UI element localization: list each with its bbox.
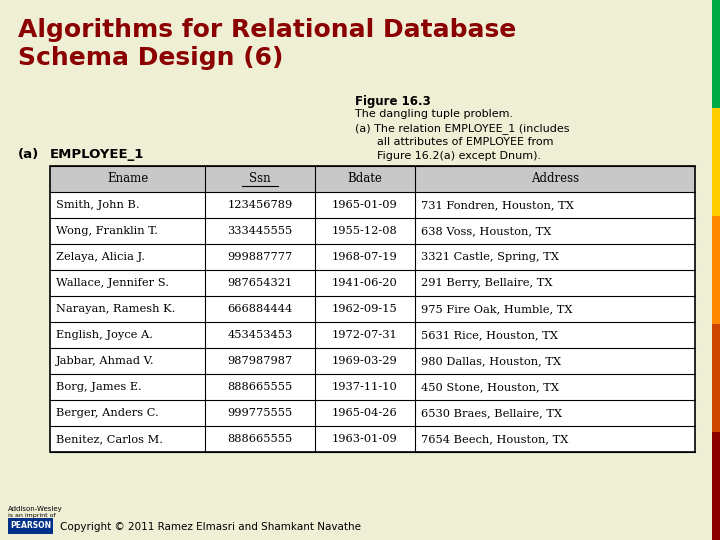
Text: Ename: Ename: [107, 172, 148, 186]
Bar: [50, 374, 695, 400]
Bar: [50, 192, 695, 218]
Text: 1969-03-29: 1969-03-29: [332, 356, 398, 366]
Text: 999887777: 999887777: [228, 252, 292, 262]
Text: Figure 16.3: Figure 16.3: [355, 95, 431, 108]
Text: 1941-06-20: 1941-06-20: [332, 278, 398, 288]
Bar: [50, 166, 695, 452]
Bar: [50, 244, 695, 270]
Text: 1968-07-19: 1968-07-19: [332, 252, 398, 262]
Text: 1963-01-09: 1963-01-09: [332, 434, 398, 444]
Text: 6530 Braes, Bellaire, TX: 6530 Braes, Bellaire, TX: [421, 408, 562, 418]
Text: 450 Stone, Houston, TX: 450 Stone, Houston, TX: [421, 382, 559, 392]
Bar: [712, 216, 720, 324]
Text: Wallace, Jennifer S.: Wallace, Jennifer S.: [56, 278, 169, 288]
Text: 999775555: 999775555: [228, 408, 292, 418]
Text: 1937-11-10: 1937-11-10: [332, 382, 398, 392]
Text: 975 Fire Oak, Humble, TX: 975 Fire Oak, Humble, TX: [421, 304, 572, 314]
Bar: [712, 324, 720, 432]
Text: 1972-07-31: 1972-07-31: [332, 330, 398, 340]
Bar: [50, 400, 695, 426]
Text: Smith, John B.: Smith, John B.: [56, 200, 140, 210]
Text: 1965-04-26: 1965-04-26: [332, 408, 398, 418]
Text: Addison-Wesley: Addison-Wesley: [8, 506, 63, 512]
Text: 1965-01-09: 1965-01-09: [332, 200, 398, 210]
Bar: [8, 518, 53, 534]
Text: 638 Voss, Houston, TX: 638 Voss, Houston, TX: [421, 226, 552, 236]
Text: 333445555: 333445555: [228, 226, 292, 236]
Text: PEARSON: PEARSON: [10, 522, 51, 530]
Text: 3321 Castle, Spring, TX: 3321 Castle, Spring, TX: [421, 252, 559, 262]
Text: 5631 Rice, Houston, TX: 5631 Rice, Houston, TX: [421, 330, 558, 340]
Bar: [50, 296, 695, 322]
Text: Jabbar, Ahmad V.: Jabbar, Ahmad V.: [56, 356, 155, 366]
Text: Ssn: Ssn: [249, 172, 271, 186]
Bar: [50, 166, 695, 192]
Bar: [50, 270, 695, 296]
Bar: [712, 108, 720, 216]
Text: Copyright © 2011 Ramez Elmasri and Shamkant Navathe: Copyright © 2011 Ramez Elmasri and Shamk…: [60, 522, 361, 532]
Text: 987654321: 987654321: [228, 278, 292, 288]
Bar: [50, 218, 695, 244]
Text: Zelaya, Alicia J.: Zelaya, Alicia J.: [56, 252, 145, 262]
Text: Schema Design (6): Schema Design (6): [18, 46, 284, 70]
Text: 453453453: 453453453: [228, 330, 292, 340]
Bar: [712, 0, 720, 108]
Bar: [50, 348, 695, 374]
Text: EMPLOYEE_1: EMPLOYEE_1: [50, 148, 145, 161]
Text: 888665555: 888665555: [228, 382, 292, 392]
Text: Wong, Franklin T.: Wong, Franklin T.: [56, 226, 158, 236]
Text: Benitez, Carlos M.: Benitez, Carlos M.: [56, 434, 163, 444]
Text: Borg, James E.: Borg, James E.: [56, 382, 142, 392]
Text: (a) The relation EMPLOYEE_1 (includes: (a) The relation EMPLOYEE_1 (includes: [355, 123, 570, 134]
Bar: [50, 426, 695, 452]
Text: 666884444: 666884444: [228, 304, 292, 314]
Text: 291 Berry, Bellaire, TX: 291 Berry, Bellaire, TX: [421, 278, 552, 288]
Text: Berger, Anders C.: Berger, Anders C.: [56, 408, 158, 418]
Text: Bdate: Bdate: [348, 172, 382, 186]
Text: English, Joyce A.: English, Joyce A.: [56, 330, 153, 340]
Bar: [712, 432, 720, 540]
Text: 1962-09-15: 1962-09-15: [332, 304, 398, 314]
Text: Narayan, Ramesh K.: Narayan, Ramesh K.: [56, 304, 176, 314]
Text: Figure 16.2(a) except Dnum).: Figure 16.2(a) except Dnum).: [377, 151, 541, 161]
Text: 1955-12-08: 1955-12-08: [332, 226, 398, 236]
Text: 980 Dallas, Houston, TX: 980 Dallas, Houston, TX: [421, 356, 561, 366]
Text: 731 Fondren, Houston, TX: 731 Fondren, Houston, TX: [421, 200, 574, 210]
Text: Algorithms for Relational Database: Algorithms for Relational Database: [18, 18, 516, 42]
Text: all attributes of EMPLOYEE from: all attributes of EMPLOYEE from: [377, 137, 554, 147]
Bar: [50, 322, 695, 348]
Text: 7654 Beech, Houston, TX: 7654 Beech, Houston, TX: [421, 434, 568, 444]
Text: Address: Address: [531, 172, 579, 186]
Text: 123456789: 123456789: [228, 200, 292, 210]
Text: 888665555: 888665555: [228, 434, 292, 444]
Text: is an imprint of: is an imprint of: [8, 513, 55, 518]
Text: The dangling tuple problem.: The dangling tuple problem.: [355, 109, 513, 119]
Text: (a): (a): [18, 148, 40, 161]
Text: 987987987: 987987987: [228, 356, 292, 366]
